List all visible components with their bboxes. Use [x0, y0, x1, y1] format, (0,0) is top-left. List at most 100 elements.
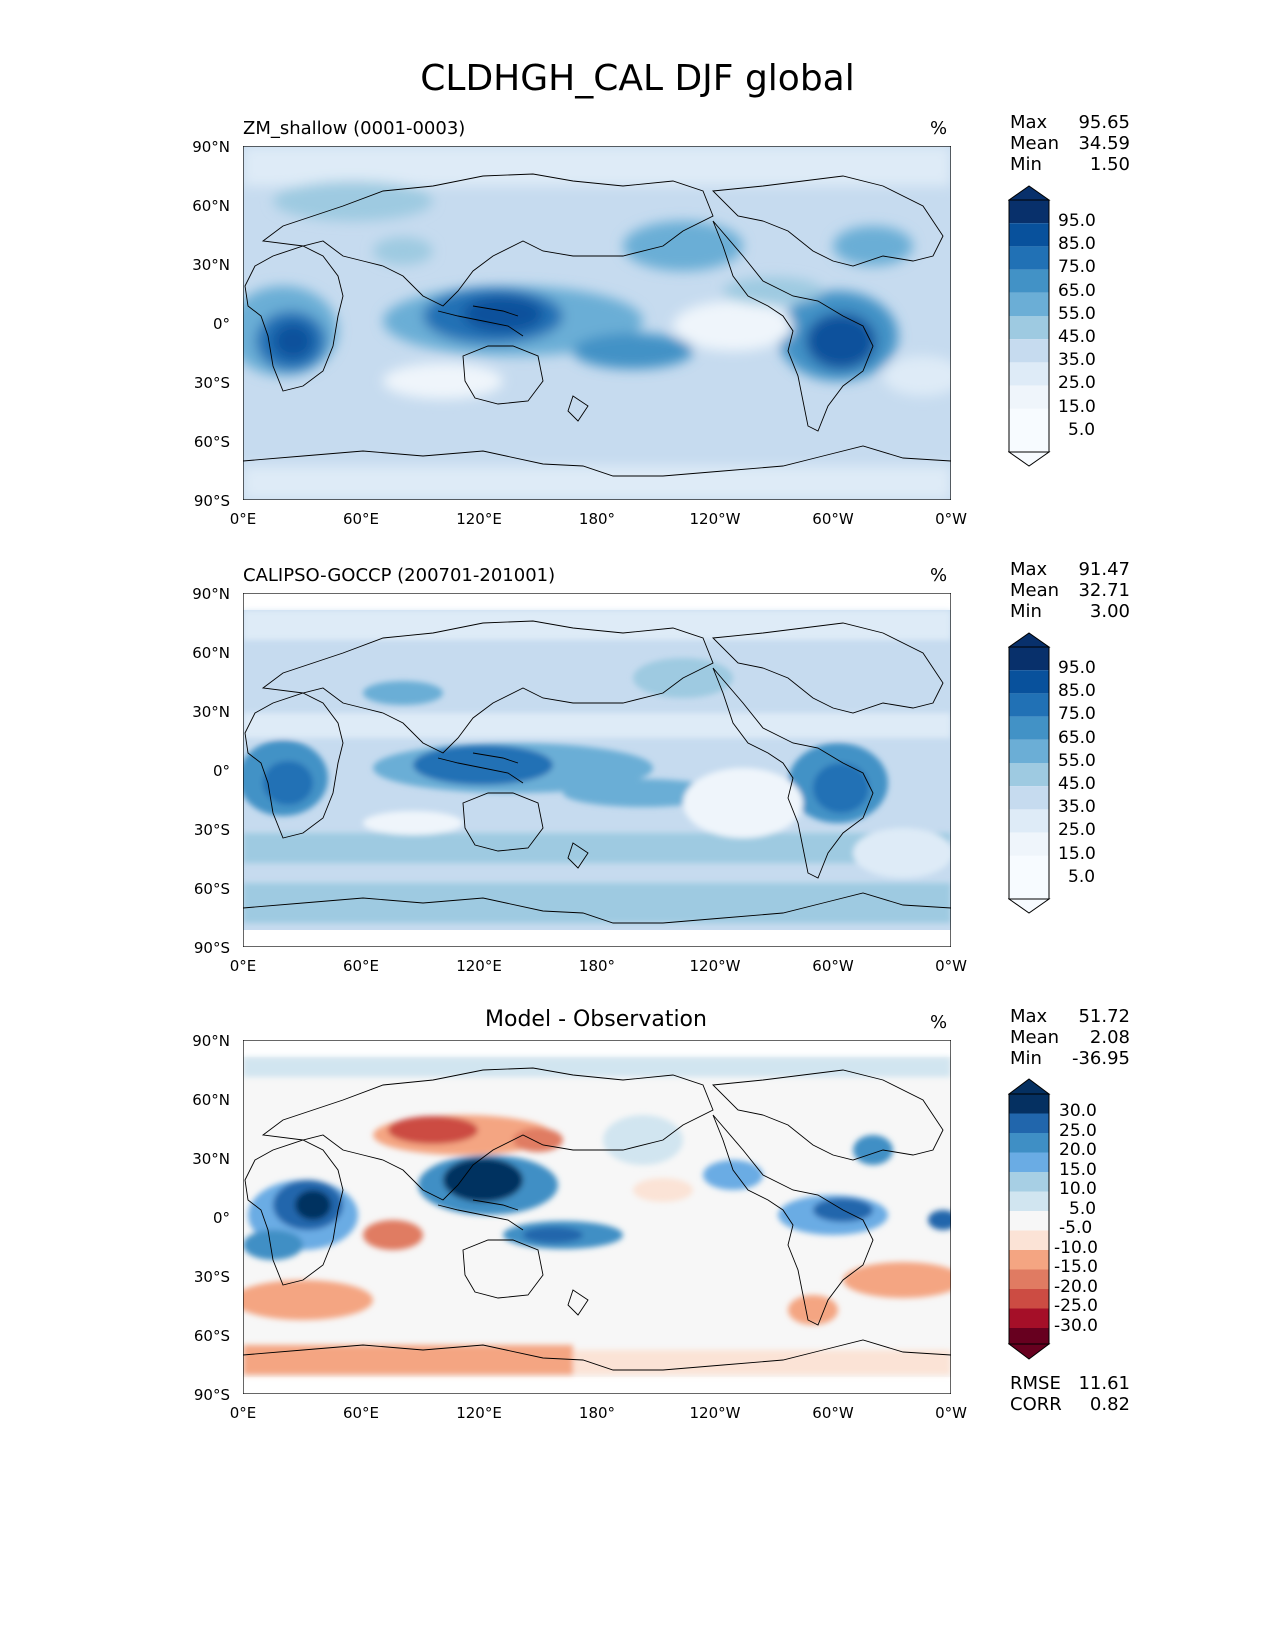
cb-label: -25.0	[1054, 1296, 1098, 1316]
cb-label: -30.0	[1054, 1315, 1098, 1336]
cb-label: 75.0	[1058, 704, 1096, 725]
cb-label: -5.0	[1059, 1218, 1093, 1238]
panel-1-unit: %	[930, 118, 948, 139]
lat-tick: 90°S	[193, 1386, 230, 1404]
stat-max-value: 95.65	[1078, 112, 1130, 133]
stat-min-value: 3.00	[1089, 601, 1130, 622]
panel-2-unit: %	[930, 565, 948, 586]
lon-tick: 0°W	[935, 1404, 967, 1422]
lon-tick: 60°W	[812, 1404, 854, 1422]
stat-min-label: Min	[1010, 1048, 1042, 1069]
lon-tick: 60°E	[342, 510, 380, 528]
lat-tick: 30°N	[192, 1150, 230, 1168]
cb-label: -10.0	[1054, 1237, 1098, 1258]
lon-tick: 120°E	[456, 1404, 502, 1422]
lat-tick: 90°N	[192, 1032, 230, 1050]
cb-label: 35.0	[1058, 797, 1096, 818]
panel-3-extra-stats: RMSE 11.61 CORR 0.82	[1010, 1373, 1135, 1417]
lat-tick: 60°N	[192, 197, 230, 215]
cb-label: 55.0	[1058, 303, 1096, 324]
stat-max-label: Max	[1010, 112, 1048, 133]
lon-tick: 0°E	[229, 510, 257, 528]
cb-label: 25.0	[1058, 373, 1096, 394]
cb-label: 15.0	[1058, 396, 1096, 417]
stat-mean-label: Mean	[1010, 580, 1060, 601]
stat-rmse-label: RMSE	[1010, 1373, 1061, 1394]
stat-mean-value: 32.71	[1078, 580, 1130, 601]
lat-tick: 60°S	[193, 433, 230, 451]
lon-tick: 180°	[578, 510, 616, 528]
panel-3-map	[243, 1040, 951, 1394]
cb-label: 30.0	[1059, 1101, 1097, 1121]
stat-min-label: Min	[1010, 601, 1042, 622]
cb-label: 95.0	[1058, 211, 1096, 231]
cb-label: 20.0	[1059, 1140, 1097, 1160]
stat-min-label: Min	[1010, 154, 1042, 175]
lat-tick: 60°N	[192, 1091, 230, 1109]
stat-corr-value: 0.82	[1089, 1394, 1130, 1415]
stat-max-label: Max	[1010, 559, 1048, 580]
stat-mean-label: Mean	[1010, 133, 1060, 154]
panel-1-map	[243, 146, 951, 500]
panel-3-unit: %	[930, 1012, 948, 1033]
lon-tick: 120°W	[689, 1404, 741, 1422]
lat-tick: 30°N	[192, 256, 230, 274]
coastlines	[243, 1067, 951, 1371]
lat-tick: 60°S	[193, 880, 230, 898]
panel-2-stats: Max 91.47 Mean 32.71 Min 3.00	[1010, 559, 1135, 625]
panel-3-colorbar	[1008, 1078, 1051, 1360]
lat-tick: 0°	[212, 315, 230, 333]
stat-mean-label: Mean	[1010, 1027, 1060, 1048]
lat-tick: 90°S	[193, 492, 230, 510]
lat-tick: 60°S	[193, 1327, 230, 1345]
lon-tick: 0°W	[935, 510, 967, 528]
cb-label: 15.0	[1058, 843, 1096, 864]
lon-tick: 60°E	[342, 957, 380, 975]
lon-tick: 0°E	[229, 957, 257, 975]
lat-tick: 30°S	[193, 1268, 230, 1286]
lon-tick: 120°W	[689, 957, 741, 975]
lon-tick: 120°E	[456, 510, 502, 528]
stat-min-value: 1.50	[1089, 154, 1130, 175]
lon-tick: 120°E	[456, 957, 502, 975]
stat-mean-value: 2.08	[1089, 1027, 1130, 1048]
cb-label: 95.0	[1058, 658, 1096, 678]
lon-tick: 180°	[578, 1404, 616, 1422]
coastlines	[243, 620, 951, 924]
cb-label: 55.0	[1058, 750, 1096, 771]
lat-tick: 0°	[212, 762, 230, 780]
panel-2-map	[243, 593, 951, 947]
stat-max-label: Max	[1010, 1006, 1048, 1027]
lon-tick: 0°W	[935, 957, 967, 975]
cb-label: 15.0	[1059, 1159, 1097, 1180]
lat-tick: 60°N	[192, 644, 230, 662]
lon-tick: 180°	[578, 957, 616, 975]
cb-label: 65.0	[1058, 280, 1096, 301]
panel-1-title: ZM_shallow (0001-0003)	[243, 118, 466, 139]
lat-tick: 30°S	[193, 374, 230, 392]
stat-max-value: 51.72	[1078, 1006, 1130, 1027]
panel-3-stats: Max 51.72 Mean 2.08 Min -36.95	[1010, 1006, 1135, 1072]
lat-tick: 0°	[212, 1209, 230, 1227]
cb-label: 25.0	[1058, 820, 1096, 841]
stat-min-value: -36.95	[1071, 1048, 1130, 1069]
cb-label: 5.0	[1069, 1198, 1097, 1219]
panel-2-title: CALIPSO-GOCCP (200701-201001)	[243, 565, 556, 586]
cb-label: 45.0	[1058, 327, 1096, 347]
stat-mean-value: 34.59	[1078, 133, 1130, 154]
lat-tick: 30°N	[192, 703, 230, 721]
cb-label: 10.0	[1059, 1179, 1097, 1199]
cb-label: 5.0	[1068, 419, 1096, 440]
cb-label: 65.0	[1058, 727, 1096, 748]
panel-1-stats: Max 95.65 Mean 34.59 Min 1.50	[1010, 112, 1135, 178]
lat-tick: 90°N	[192, 585, 230, 603]
cb-label: 85.0	[1058, 234, 1096, 255]
lat-tick: 90°N	[192, 138, 230, 156]
figure-title: CLDHGH_CAL DJF global	[420, 58, 855, 99]
panel-2-colorbar	[1008, 632, 1051, 914]
stat-max-value: 91.47	[1078, 559, 1130, 580]
lat-tick: 30°S	[193, 821, 230, 839]
lon-tick: 60°W	[812, 510, 854, 528]
panel-3-title: Model - Observation	[485, 1007, 707, 1032]
lon-tick: 60°W	[812, 957, 854, 975]
